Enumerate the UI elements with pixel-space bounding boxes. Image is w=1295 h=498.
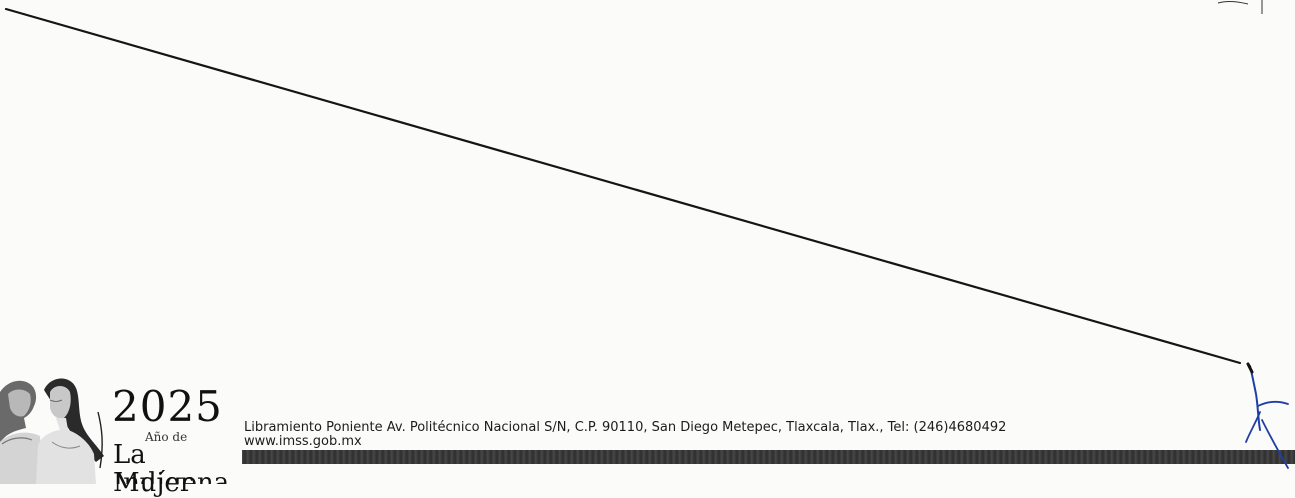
logo-year: 2025 [112,382,223,431]
footer-website-link[interactable]: www.imss.gob.mx [244,434,362,449]
corner-signature-mark [1217,0,1263,14]
logo-subtitle: Año de [145,430,188,444]
women-illustration-icon [0,378,104,484]
logo-title-second-line: Indígena [113,469,230,484]
footer-address: Libramiento Poniente Av. Politécnico Nac… [244,420,1007,435]
cancellation-line [4,7,1242,365]
handwritten-signature [1245,362,1289,469]
year-of-indigenous-woman-logo: 2025 Año de La Mujer Indígena [0,372,230,497]
footer-divider-bar [242,450,1295,464]
